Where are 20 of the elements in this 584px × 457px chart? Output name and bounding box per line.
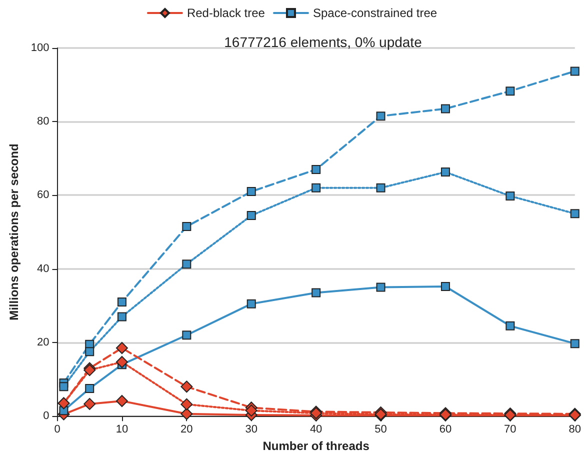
y-tick-label: 80 <box>37 116 50 128</box>
y-tick-label: 60 <box>37 189 50 202</box>
x-tick-label: 20 <box>180 424 193 436</box>
x-tick-label: 60 <box>439 424 452 436</box>
legend-label: Space-constrained tree <box>312 6 438 20</box>
legend-label: Red-black tree <box>186 6 266 20</box>
y-tick-label: 20 <box>37 336 50 348</box>
x-tick-label: 30 <box>245 424 258 436</box>
y-axis-title: Millions operations per second <box>7 144 21 320</box>
y-tick-label: 40 <box>37 262 50 275</box>
y-tick-label: 100 <box>30 42 50 54</box>
x-tick-label: 40 <box>310 424 322 436</box>
y-tick-label: 0 <box>43 410 50 422</box>
chart-title: 16777216 elements, 0% update <box>224 34 422 50</box>
x-tick-label: 50 <box>374 424 387 436</box>
x-tick-label: 10 <box>116 424 128 436</box>
x-tick-label: 0 <box>54 424 60 436</box>
x-axis-title: Number of threads <box>262 439 370 453</box>
x-tick-label: 70 <box>504 424 516 436</box>
x-tick-label: 80 <box>568 424 582 436</box>
